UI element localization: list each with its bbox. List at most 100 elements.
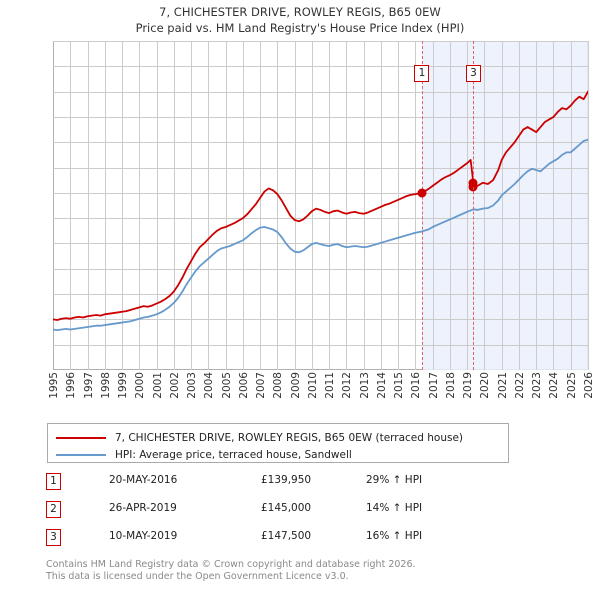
hpi-average-line <box>53 138 588 332</box>
title-line-2: Price paid vs. HM Land Registry's House … <box>135 21 465 35</box>
x-axis-tick-label: 2019 <box>462 372 475 399</box>
gridline-vertical <box>156 41 158 370</box>
legend-item-label: 7, CHICHESTER DRIVE, ROWLEY REGIS, B65 0… <box>115 432 464 444</box>
gridline-vertical <box>208 41 210 370</box>
gridline-vertical <box>122 41 124 370</box>
gridline-vertical <box>363 41 365 370</box>
transaction-point-marker[interactable] <box>417 188 427 198</box>
gridline-horizontal <box>53 116 588 118</box>
gridline-horizontal <box>53 142 588 144</box>
x-axis-tick-label: 2014 <box>375 372 388 399</box>
legend-item: 7, CHICHESTER DRIVE, ROWLEY REGIS, B65 0… <box>56 429 463 447</box>
x-axis-tick-label: 2008 <box>272 372 285 399</box>
x-axis-tick-label: 2020 <box>479 372 492 399</box>
x-axis-tick-label: 2000 <box>134 372 147 399</box>
gridline-vertical <box>346 41 348 370</box>
legend-color-swatch <box>56 437 106 439</box>
transaction-label-3[interactable]: 3 <box>465 65 481 82</box>
x-axis-tick-label: 2016 <box>410 372 423 399</box>
gridline-vertical <box>398 41 400 370</box>
x-axis-tick-label: 1996 <box>65 372 78 399</box>
x-axis-tick-label: 1997 <box>82 372 95 399</box>
legend-color-swatch <box>56 454 106 456</box>
gridline-vertical <box>70 41 72 370</box>
gridline-vertical <box>242 41 244 370</box>
gridline-vertical <box>432 41 434 370</box>
gridline-vertical <box>294 41 296 370</box>
gridline-vertical <box>467 41 469 370</box>
gridline-vertical <box>260 41 262 370</box>
x-axis-tick-label: 1999 <box>117 372 130 399</box>
gridline-vertical <box>173 41 175 370</box>
x-axis-tick-label: 2003 <box>186 372 199 399</box>
transaction-price: £147,500 <box>261 530 312 542</box>
gridline-horizontal <box>53 319 588 321</box>
x-axis-labels: 1995 1996 1997 1998 1999 2000 2001 2002 2003 2004… <box>48 372 595 414</box>
x-axis-tick-label: 1998 <box>99 372 112 399</box>
price-paid-line <box>53 90 588 321</box>
transaction-date: 26-APR-2019 <box>109 502 177 514</box>
transaction-price: £145,000 <box>261 502 312 514</box>
transaction-dashed-line <box>421 41 423 370</box>
table-row[interactable]: 3 10-MAY-2019 £147,500 16% ↑ HPI <box>46 527 466 555</box>
gridline-vertical <box>329 41 331 370</box>
x-axis-tick-label: 2017 <box>427 372 440 399</box>
gridline-vertical <box>536 41 538 370</box>
chart-legend: 7, CHICHESTER DRIVE, ROWLEY REGIS, B65 0… <box>47 423 509 463</box>
footer-line-1: Contains HM Land Registry data © Crown c… <box>46 559 416 570</box>
gridline-horizontal <box>53 167 588 169</box>
x-axis-tick-label: 2005 <box>220 372 233 399</box>
gridline-vertical <box>484 41 486 370</box>
x-axis-tick-label: 2018 <box>444 372 457 399</box>
copyright-footer: Contains HM Land Registry data © Crown c… <box>46 559 586 582</box>
table-row[interactable]: 1 20-MAY-2016 £139,950 29% ↑ HPI <box>46 471 466 499</box>
table-row[interactable]: 2 26-APR-2019 £145,000 14% ↑ HPI <box>46 499 466 527</box>
x-axis-tick-label: 2012 <box>341 372 354 399</box>
x-axis-tick-label: 2023 <box>531 372 544 399</box>
gridline-horizontal <box>53 66 588 68</box>
title-line-1: 7, CHICHESTER DRIVE, ROWLEY REGIS, B65 0… <box>159 5 441 19</box>
transaction-date: 10-MAY-2019 <box>109 530 178 542</box>
gridline-vertical <box>501 41 503 370</box>
x-axis-tick-label: 2002 <box>168 372 181 399</box>
x-axis-tick-label: 2010 <box>306 372 319 399</box>
gridline-vertical <box>449 41 451 370</box>
gridline-vertical <box>518 41 520 370</box>
x-axis-tick-label: 2007 <box>255 372 268 399</box>
gridline-vertical <box>553 41 555 370</box>
x-axis-tick-label: 2021 <box>496 372 509 399</box>
gridline-vertical <box>570 41 572 370</box>
x-axis-tick-label: 2026 <box>583 372 595 399</box>
gridline-vertical <box>588 41 589 370</box>
series-lines <box>53 90 588 332</box>
gridline-horizontal <box>53 268 588 270</box>
x-axis-tick-label: 2011 <box>324 372 337 399</box>
x-axis-tick-label: 2013 <box>358 372 371 399</box>
page-title: 7, CHICHESTER DRIVE, ROWLEY REGIS, B65 0… <box>0 4 600 36</box>
transaction-hpi-delta: 14% ↑ HPI <box>366 502 423 514</box>
gridline-horizontal <box>53 41 588 42</box>
gridline-vertical <box>225 41 227 370</box>
x-axis-tick-label: 2015 <box>393 372 406 399</box>
gridline-vertical <box>380 41 382 370</box>
gridline-vertical <box>104 41 106 370</box>
transaction-label-1[interactable]: 1 <box>414 65 430 82</box>
gridline-vertical <box>191 41 193 370</box>
gridline-vertical <box>87 41 89 370</box>
transaction-price: £139,950 <box>261 474 312 486</box>
gridline-horizontal <box>53 294 588 296</box>
gridline-horizontal <box>53 192 588 194</box>
gridline-vertical <box>311 41 313 370</box>
transaction-hpi-delta: 29% ↑ HPI <box>366 474 423 486</box>
legend-item-label: HPI: Average price, terraced house, Sand… <box>115 449 352 461</box>
x-axis-tick-label: 2022 <box>513 372 526 399</box>
transaction-index-badge: 3 <box>46 529 61 546</box>
x-axis-tick-label: 2001 <box>151 372 164 399</box>
transaction-dashed-line <box>473 41 475 370</box>
transactions-table: 1 20-MAY-2016 £139,950 29% ↑ HPI 2 26-APR-201… <box>46 471 466 555</box>
transaction-point-marker[interactable] <box>468 178 478 188</box>
gridline-horizontal <box>53 91 588 93</box>
x-axis-tick-label: 2004 <box>203 372 216 399</box>
gridline-vertical <box>139 41 141 370</box>
